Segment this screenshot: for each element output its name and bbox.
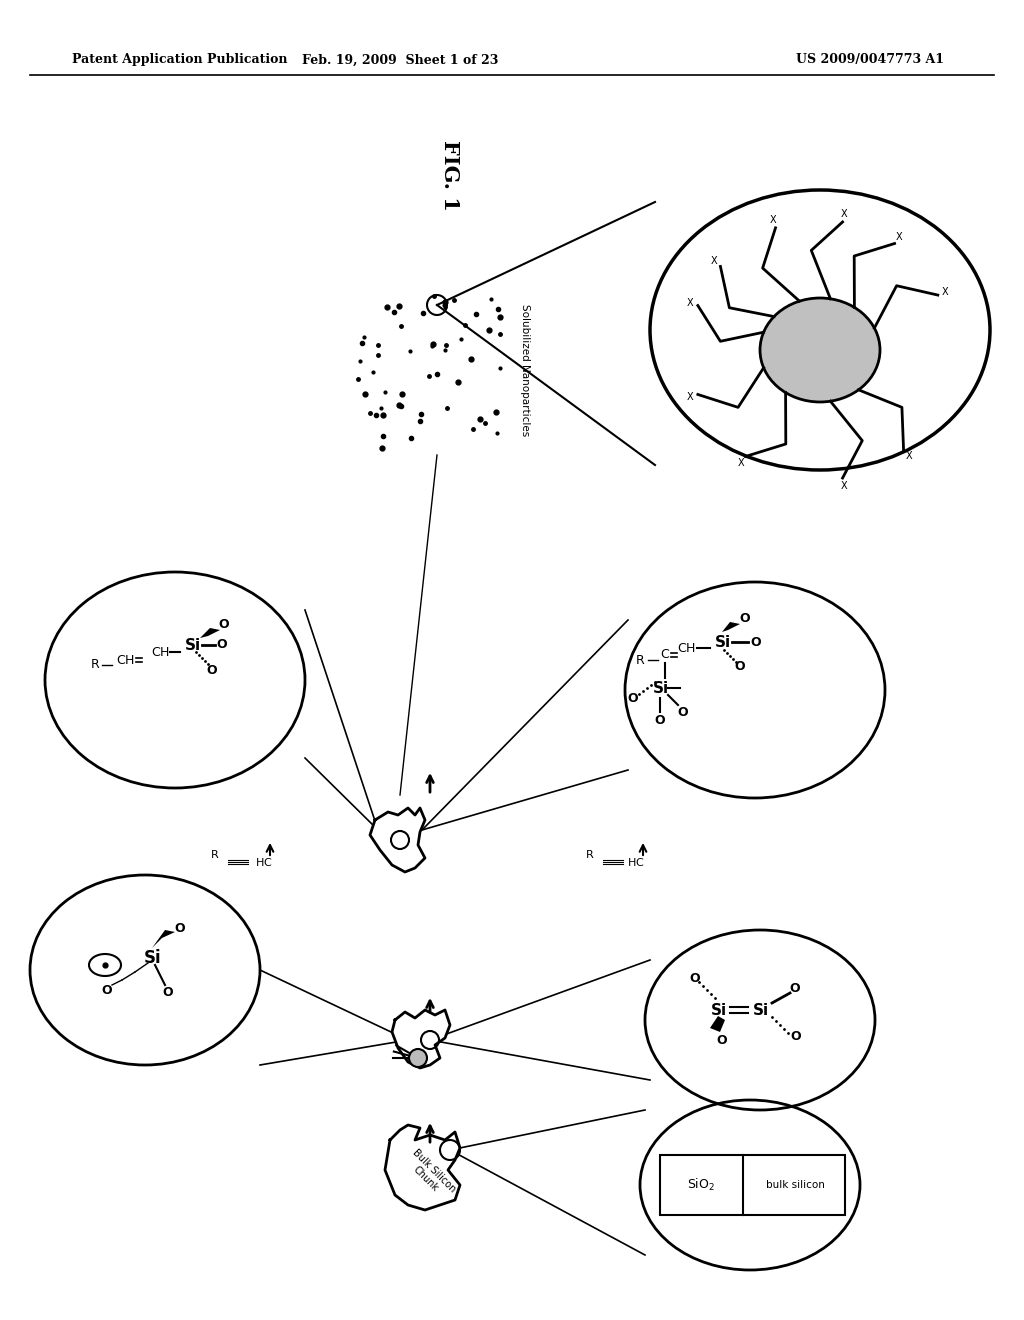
Text: O: O [217, 639, 227, 652]
Text: O: O [791, 1031, 802, 1044]
Text: X: X [737, 458, 744, 469]
Text: Feb. 19, 2009  Sheet 1 of 23: Feb. 19, 2009 Sheet 1 of 23 [302, 54, 499, 66]
Text: bulk silicon: bulk silicon [766, 1180, 824, 1191]
Text: $\mathrm{CH}$: $\mathrm{CH}$ [151, 645, 169, 659]
Polygon shape [392, 1010, 450, 1068]
Text: $\mathrm{CH}$: $\mathrm{CH}$ [677, 642, 695, 655]
Text: X: X [841, 209, 847, 219]
Text: O: O [175, 921, 185, 935]
Text: X: X [905, 450, 912, 461]
Ellipse shape [760, 298, 880, 403]
Text: O: O [628, 692, 638, 705]
Text: Patent Application Publication: Patent Application Publication [72, 54, 288, 66]
Text: R: R [91, 659, 99, 672]
Text: X: X [687, 298, 693, 308]
Text: R: R [586, 850, 594, 861]
Text: $\mathbf{Si}$: $\mathbf{Si}$ [714, 634, 730, 649]
Text: Bulk Silicon
Chunk: Bulk Silicon Chunk [402, 1147, 458, 1203]
Polygon shape [722, 622, 740, 632]
Ellipse shape [409, 1049, 427, 1067]
Text: O: O [678, 705, 688, 718]
Text: X: X [896, 232, 902, 242]
Text: FIG. 1: FIG. 1 [440, 140, 460, 210]
Text: O: O [690, 972, 700, 985]
Text: $\mathbf{Si}$: $\mathbf{Si}$ [752, 1002, 768, 1018]
Polygon shape [152, 931, 175, 948]
Text: O: O [207, 664, 217, 676]
Text: X: X [769, 215, 776, 226]
Text: US 2009/0047773 A1: US 2009/0047773 A1 [796, 54, 944, 66]
Text: $\mathbf{Si}$: $\mathbf{Si}$ [710, 1002, 726, 1018]
Text: Solubilized Nanoparticles: Solubilized Nanoparticles [520, 304, 530, 436]
Polygon shape [710, 1016, 725, 1032]
Text: O: O [739, 611, 751, 624]
Polygon shape [200, 628, 220, 638]
Text: R: R [636, 653, 644, 667]
Text: O: O [751, 635, 761, 648]
Text: $\mathrm{SiO_2}$: $\mathrm{SiO_2}$ [687, 1177, 715, 1193]
Text: X: X [687, 392, 693, 403]
Bar [660, 1155, 845, 1214]
Text: $\mathbf{Si}$: $\mathbf{Si}$ [651, 680, 669, 696]
Text: X: X [942, 286, 948, 297]
Text: $\mathrm{HC}$: $\mathrm{HC}$ [255, 855, 272, 869]
Text: $\mathrm{CH}$: $\mathrm{CH}$ [116, 653, 134, 667]
Text: O: O [654, 714, 666, 726]
Text: C: C [660, 648, 670, 661]
Text: R: R [211, 850, 219, 861]
Text: O: O [163, 986, 173, 999]
Text: $\mathrm{HC}$: $\mathrm{HC}$ [627, 855, 644, 869]
Polygon shape [370, 808, 425, 873]
Polygon shape [385, 1125, 460, 1210]
Text: X: X [841, 480, 847, 491]
Text: O: O [219, 618, 229, 631]
Text: $\mathbf{Si}$: $\mathbf{Si}$ [143, 949, 161, 968]
Text: X: X [711, 256, 718, 267]
Text: O: O [734, 660, 745, 673]
Text: O: O [717, 1034, 727, 1047]
Text: O: O [101, 983, 113, 997]
Text: $\mathbf{Si}$: $\mathbf{Si}$ [183, 638, 201, 653]
Text: O: O [790, 982, 801, 994]
